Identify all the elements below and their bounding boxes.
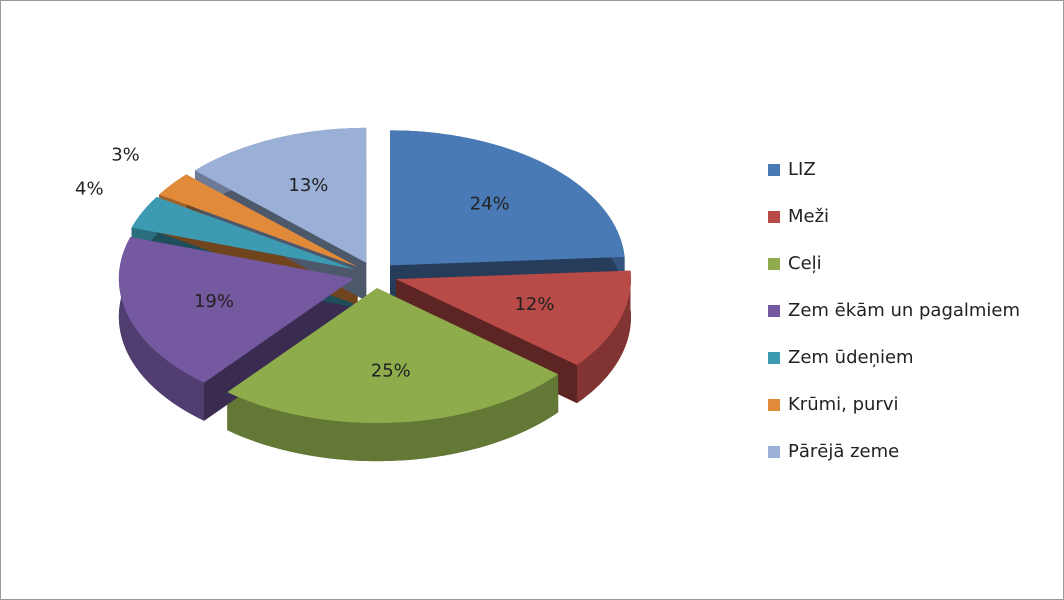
slice — [131, 197, 356, 270]
legend-label: Zem ūdeņiem — [788, 347, 914, 368]
legend-swatch — [768, 446, 780, 458]
slice-rim — [576, 270, 631, 404]
data-label: 25% — [371, 360, 411, 381]
legend-swatch — [768, 352, 780, 364]
data-label: 3% — [111, 144, 140, 165]
legend-label: Pārējā zeme — [788, 441, 899, 462]
legend-swatch — [768, 211, 780, 223]
data-label: 19% — [194, 291, 234, 312]
data-label: 4% — [75, 179, 104, 200]
slice — [395, 270, 631, 366]
slice — [159, 174, 358, 267]
slice — [194, 127, 367, 263]
slice-rim — [118, 236, 205, 421]
slice-rim — [227, 374, 559, 462]
data-label: 12% — [514, 294, 554, 315]
legend-label: Krūmi, purvi — [788, 394, 898, 415]
legend-swatch — [768, 258, 780, 270]
slice — [390, 130, 625, 266]
slice — [227, 288, 559, 424]
legend-label: Meži — [788, 206, 829, 227]
slice — [118, 236, 354, 383]
legend-label: LIZ — [788, 159, 816, 180]
data-label: 13% — [288, 175, 328, 196]
legend-swatch — [768, 399, 780, 411]
legend-label: Ceļi — [788, 253, 822, 274]
legend-label: Zem ēkām un pagalmiem — [788, 300, 1020, 321]
data-label: 24% — [470, 193, 510, 214]
legend-swatch — [768, 164, 780, 176]
legend-swatch — [768, 305, 780, 317]
